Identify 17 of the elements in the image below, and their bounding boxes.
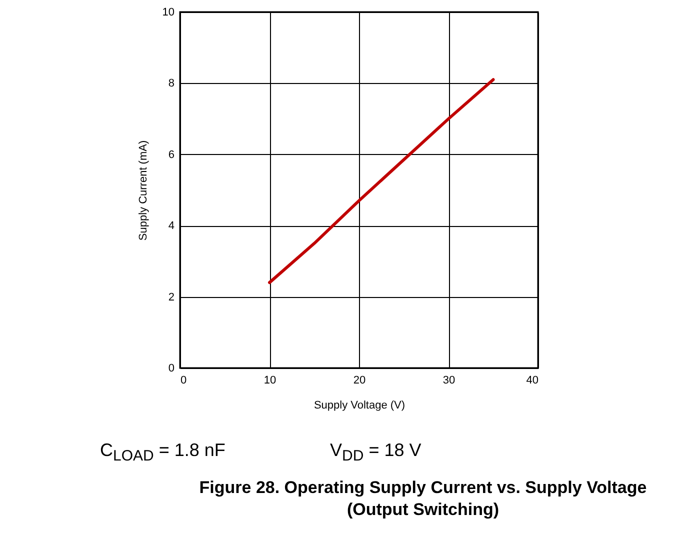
line-series <box>268 78 495 284</box>
x-tick-label: 10 <box>264 374 276 386</box>
y-tick-label: 8 <box>168 78 174 90</box>
y-tick-label: 2 <box>168 291 174 304</box>
y-tick-label: 4 <box>168 220 174 232</box>
y-tick-label: 6 <box>168 148 174 161</box>
x-tick-label: 0 <box>180 374 187 386</box>
x-tick-label: 30 <box>442 374 456 386</box>
x-tick-label: 20 <box>353 374 366 386</box>
x-tick-label: 40 <box>526 374 538 386</box>
text: C$_{LOAD}$ = 1.8 nF <box>100 440 226 465</box>
y-tick-label: 0 <box>168 362 174 374</box>
y-tick-label: 10 <box>162 6 174 18</box>
text: Figure 28. Operating Supply Current vs. Supply Voltage (Output Switching) <box>198 476 648 521</box>
x-axis-title: Supply Voltage (V) <box>314 400 406 412</box>
y-axis-title: Supply Current (mA) <box>137 140 150 241</box>
text: V$_{DD}$ = 18 V <box>330 440 422 465</box>
